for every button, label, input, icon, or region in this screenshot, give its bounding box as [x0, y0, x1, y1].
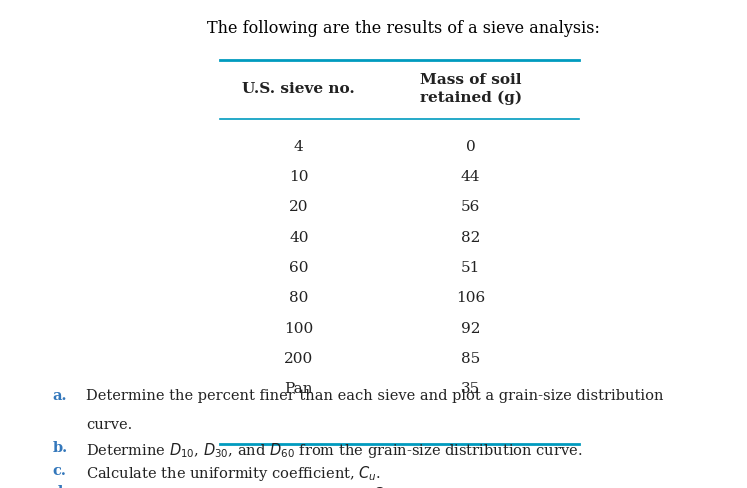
Text: curve.: curve.: [86, 417, 132, 431]
Text: b.: b.: [52, 440, 67, 454]
Text: 51: 51: [461, 261, 480, 274]
Text: 100: 100: [284, 321, 314, 335]
Text: 200: 200: [284, 351, 314, 365]
Text: 60: 60: [289, 261, 309, 274]
Text: Determine the percent finer than each sieve and plot a grain-size distribution: Determine the percent finer than each si…: [86, 388, 663, 402]
Text: 85: 85: [461, 351, 480, 365]
Text: 35: 35: [461, 382, 480, 395]
Text: 44: 44: [461, 170, 480, 183]
Text: Determine $D_{10}$, $D_{30}$, and $D_{60}$ from the grain-size distribution curv: Determine $D_{10}$, $D_{30}$, and $D_{60…: [86, 440, 583, 459]
Text: 106: 106: [456, 291, 486, 305]
Text: 20: 20: [289, 200, 309, 214]
Text: c.: c.: [52, 463, 66, 477]
Text: 56: 56: [461, 200, 480, 214]
Text: 92: 92: [461, 321, 480, 335]
Text: Mass of soil
retained (g): Mass of soil retained (g): [420, 73, 521, 105]
Text: Calculate the coefficient of gradation, $C_c$.: Calculate the coefficient of gradation, …: [86, 484, 394, 488]
Text: d.: d.: [52, 484, 67, 488]
Text: 10: 10: [289, 170, 309, 183]
Text: 82: 82: [461, 230, 480, 244]
Text: a.: a.: [52, 388, 66, 402]
Text: 40: 40: [289, 230, 309, 244]
Text: 4: 4: [294, 140, 304, 153]
Text: U.S. sieve no.: U.S. sieve no.: [243, 82, 355, 96]
Text: Calculate the uniformity coefficient, $C_u$.: Calculate the uniformity coefficient, $C…: [86, 463, 381, 482]
Text: 0: 0: [465, 140, 476, 153]
Text: 80: 80: [289, 291, 309, 305]
Text: Pan: Pan: [285, 382, 313, 395]
Text: The following are the results of a sieve analysis:: The following are the results of a sieve…: [207, 20, 600, 37]
